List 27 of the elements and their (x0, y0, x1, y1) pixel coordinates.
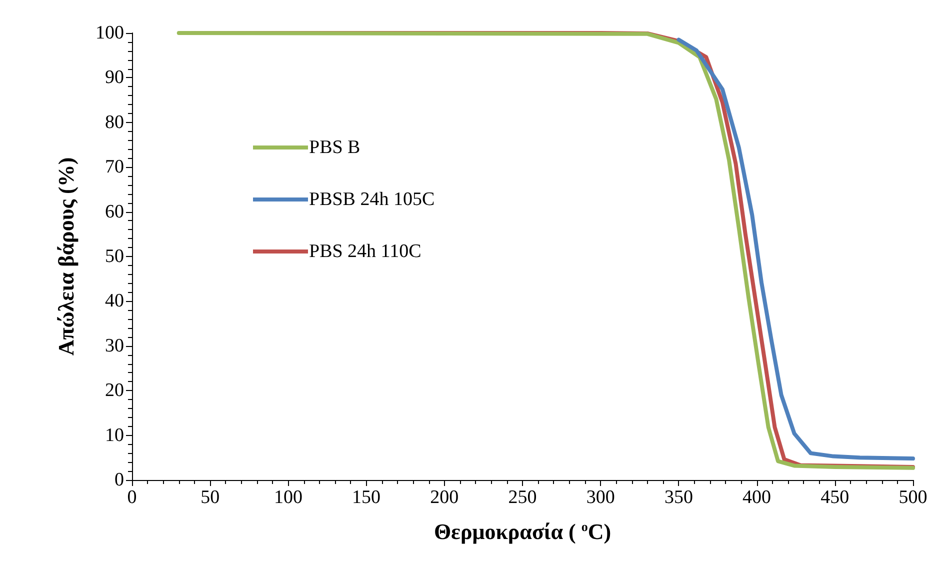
legend-label: PBS 24h 110C (309, 241, 422, 262)
x-tick-label: 100 (274, 487, 302, 508)
y-tick-label: 0 (114, 470, 124, 490)
x-tick-label: 0 (127, 487, 137, 508)
line-series (676, 38, 915, 461)
x-tick-label: 50 (200, 487, 220, 508)
y-axis-title: Απώλεια βάρους (%) (54, 157, 78, 356)
y-tick-label: 100 (96, 22, 124, 44)
legend-label: PBS B (309, 137, 360, 158)
x-tick-label: 500 (898, 487, 928, 508)
y-tick-label: 70 (105, 156, 124, 178)
y-tick-label: 20 (105, 380, 124, 402)
x-tick-label: 450 (820, 487, 850, 508)
x-tick-label: 400 (742, 487, 772, 508)
y-tick-label: 60 (105, 201, 124, 222)
y-tick-label: 90 (105, 67, 124, 88)
y-tick-label: 40 (105, 290, 124, 312)
legend-label: PBSB 24h 105C (309, 189, 435, 210)
x-tick-label: 300 (586, 487, 615, 508)
y-tick-label: 10 (105, 424, 124, 446)
y-tick-label: 50 (105, 246, 124, 267)
x-tick-label: 200 (430, 487, 459, 508)
x-tick-label: 150 (352, 487, 381, 508)
y-tick-label: 30 (105, 335, 124, 356)
x-tick-label: 350 (664, 487, 693, 508)
x-tick-label: 250 (508, 487, 537, 508)
y-tick-label: 80 (105, 112, 124, 133)
